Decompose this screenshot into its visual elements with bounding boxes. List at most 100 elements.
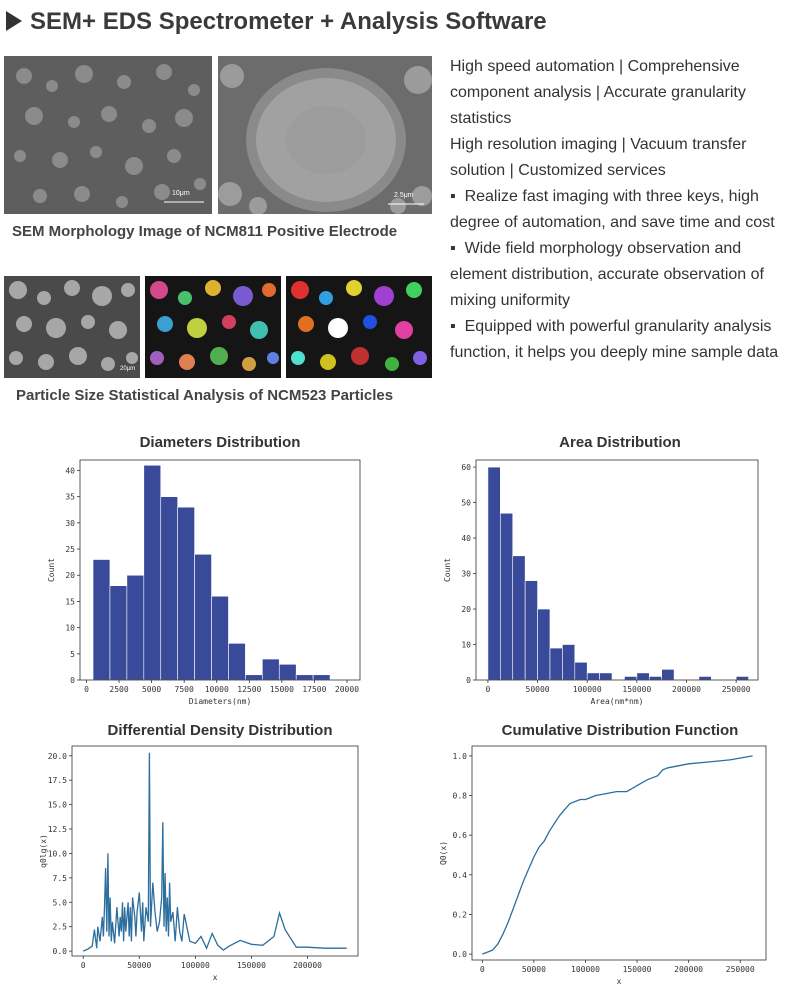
histogram-bar [537,608,551,681]
y-tick-label: 10.0 [48,849,67,858]
sem-image-particle: 2.5μm [218,56,432,214]
y-tick-label: 40 [461,534,471,543]
y-tick-label: 20 [65,571,75,580]
plot-frame [71,745,359,957]
x-tick-label: 2500 [109,685,128,694]
particle-image-segmented-2 [286,276,432,378]
y-tick-label: 60 [461,463,471,472]
particle-image-segmented-1 [145,276,281,378]
histogram-bar [574,661,588,681]
histogram-bar [524,580,538,681]
y-axis-label: Q0(x) [439,841,448,865]
sem-image-overview-art [4,56,212,214]
particle-image-segmented-2-art [286,276,432,378]
particle-image-raw: 20μm [4,276,140,378]
x-tick-label: 0 [81,961,86,970]
series-line [482,755,753,955]
sem-image-particle-art [218,56,432,214]
histogram-bar [228,643,246,681]
x-tick-label: 150000 [623,965,652,974]
y-tick-label: 0 [466,676,471,685]
y-tick-label: 0.0 [453,950,468,959]
y-tick-label: 20.0 [48,752,67,761]
x-axis-label: Diameters(nm) [189,697,252,706]
histogram-bar [599,672,613,681]
histogram-bar [92,559,111,681]
x-tick-label: 7500 [175,685,194,694]
y-tick-label: 0.8 [453,792,468,801]
histogram-bar [143,464,162,681]
histogram-bar [177,506,195,681]
particle-image-raw-art [4,276,140,378]
chart-title-area: Area Distribution [559,434,681,451]
histogram-bar [636,672,650,681]
sem-caption: SEM Morphology Image of NCM811 Positive … [12,223,398,240]
x-tick-label: 100000 [573,685,602,694]
page-title: SEM+ EDS Spectrometer + Analysis Softwar… [6,8,547,36]
histogram-bar [549,647,563,681]
y-tick-label: 0.2 [453,910,468,919]
histogram-bar [211,595,229,681]
y-tick-label: 12.5 [48,825,67,834]
y-tick-label: 17.5 [48,776,67,785]
feature-intro-2: High resolution imaging | Vacuum transfe… [450,136,747,179]
particle-caption: Particle Size Statistical Analysis of NC… [16,387,394,404]
histogram-bar [661,669,675,681]
x-tick-label: 10000 [205,685,229,694]
density-line-chart: 0 50000 100000 150000 200000 0.0 2.5 5.0 7.5 10.0… [39,745,359,982]
y-axis-label: q0lg(x) [39,834,48,868]
histogram-bar [648,676,662,681]
histogram-bar [194,553,212,681]
y-axis-label: Count [443,558,452,582]
x-tick-label: 5000 [142,685,161,694]
x-tick-label: 0 [486,685,491,694]
x-tick-label: 150000 [237,961,266,970]
histogram-bar [262,658,280,681]
y-tick-label: 5 [70,650,75,659]
y-tick-label: 15 [65,597,75,606]
x-tick-label: 200000 [672,685,701,694]
histogram-bar [500,512,514,681]
x-tick-label: 250000 [726,965,755,974]
x-tick-label: 0 [84,685,89,694]
scale-bar-label: 10μm [172,190,190,197]
y-tick-label: 0 [70,676,75,685]
x-tick-label: 50000 [522,965,546,974]
y-tick-label: 7.5 [53,874,68,883]
triangle-bullet-icon [6,11,22,31]
x-tick-label: 100000 [181,961,210,970]
x-axis-label: x [617,977,622,986]
histogram-bar [562,644,576,681]
area-histogram: 0 50000 100000 150000 200000 250000 0 10 20 30 40 5… [443,459,759,706]
cdf-line-chart: 0 50000 100000 150000 200000 250000 0.0 0.2 0.4 0… [439,745,767,986]
y-tick-label: 1.0 [453,752,468,761]
feature-bullet: Wide field morphology observation and el… [450,236,790,314]
histogram-bar [735,676,749,681]
x-tick-label: 20000 [335,685,359,694]
histogram-bar [295,674,314,681]
particle-image-segmented-1-art [145,276,281,378]
histogram-bar [245,674,263,681]
y-tick-label: 40 [65,466,75,475]
y-tick-label: 25 [65,545,75,554]
y-tick-label: 0.6 [453,831,468,840]
y-tick-label: 35 [65,493,75,502]
feature-bullet: Realize fast imaging with three keys, hi… [450,184,790,236]
x-tick-label: 50000 [526,685,550,694]
chart-title-diameters: Diameters Distribution [139,434,301,451]
chart-title-density: Differential Density Distribution [107,722,333,739]
y-tick-label: 20 [461,605,471,614]
x-tick-label: 0 [480,965,485,974]
x-tick-label: 12500 [237,685,261,694]
page-title-text: SEM+ EDS Spectrometer + Analysis Softwar… [30,8,547,35]
x-tick-label: 100000 [571,965,600,974]
y-tick-label: 0.4 [453,871,468,880]
scale-bar-label: 2.5μm [394,192,414,199]
sem-image-overview: 10μm [4,56,212,214]
feature-intro-1: High speed automation | Comprehensive co… [450,58,746,127]
histogram-bar [512,555,526,681]
plot-frame [471,745,767,961]
x-tick-label: 250000 [722,685,751,694]
histogram-bar [109,585,128,681]
histogram-bar [160,496,178,681]
